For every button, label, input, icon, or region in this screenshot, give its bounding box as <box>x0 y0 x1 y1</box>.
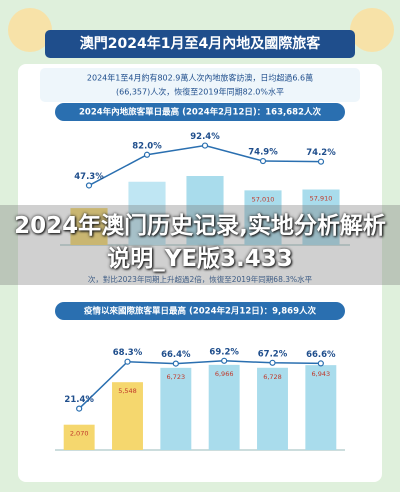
bar <box>186 176 224 245</box>
bar <box>302 189 340 245</box>
summary-text: (66,357)人次，恢復至2019年同期82.0%水平 <box>116 87 284 97</box>
overlay-title: 2024年澳门历史记录,实地分析解析说明_YE版3.433 <box>14 213 386 272</box>
line-label: 69.2% <box>209 347 239 357</box>
line-point <box>124 358 131 365</box>
line-point <box>201 142 209 149</box>
line-label: 66.6% <box>306 350 336 360</box>
bar <box>244 190 282 245</box>
chart-title-band <box>55 103 345 121</box>
line-label: 92.4% <box>190 132 220 142</box>
line-point <box>317 158 325 165</box>
bar-label: 6,943 <box>312 370 331 378</box>
bar <box>128 181 166 245</box>
line-label: 74.2% <box>306 148 336 158</box>
summary-box <box>40 68 360 102</box>
line-point <box>76 405 83 412</box>
line-label: 21.4% <box>64 395 94 405</box>
chart-title: 疫情以來國際旅客單日最高 (2024年2月12日)：9,869人次 <box>84 306 317 317</box>
decor <box>8 8 52 52</box>
line-label: 68.3% <box>113 348 143 358</box>
line-label: 66.4% <box>161 350 191 360</box>
bar-label: 6,723 <box>167 373 186 381</box>
line-point <box>85 182 93 189</box>
bar <box>208 364 240 450</box>
bar <box>305 365 337 450</box>
bar <box>160 367 192 450</box>
line-label: 82.0% <box>132 141 162 151</box>
line-point <box>143 151 151 158</box>
chart-title: 2024年內地旅客單日最高 (2024年2月12日)：163,682人次 <box>79 107 322 118</box>
header-banner <box>45 30 355 58</box>
line-point <box>221 357 228 364</box>
line-label: 67.2% <box>258 349 288 359</box>
bar <box>63 424 95 450</box>
bar-label: 6,966 <box>215 370 234 378</box>
header-title: 澳門2024年1月至4月內地及國際旅客 <box>80 35 321 52</box>
summary-text: 2024年1至4月約有802.9萬人次內地旅客訪澳，日均超過6.6萬 <box>87 73 313 83</box>
middle-text: 次，對比2023年同期上升超過2倍，恢復至2019年同期68.3%水平 <box>88 274 313 284</box>
charts: 57,010 57,910 47.3% 82.0% 92.4% 74.9% 74.2% 2,0… <box>55 132 350 451</box>
chart-title-band <box>55 302 345 320</box>
bar <box>70 208 108 245</box>
card <box>18 64 382 482</box>
line-point <box>317 360 324 367</box>
overlay-box: 2024年澳门历史记录,实地分析解析说明_YE版3.433 <box>14 213 386 272</box>
bar-label: 57,910 <box>310 195 333 203</box>
decor <box>350 8 394 52</box>
recovery-line <box>78 360 321 410</box>
line-point <box>259 157 267 165</box>
bar-label: 57,010 <box>252 195 275 203</box>
line-label: 47.3% <box>74 172 104 182</box>
bar-label: 2,070 <box>70 430 89 438</box>
bar <box>112 382 143 450</box>
line-point <box>172 360 179 367</box>
bar <box>257 367 288 450</box>
line-label: 74.9% <box>248 148 278 158</box>
overlay-band <box>0 205 400 285</box>
line-point <box>269 359 276 366</box>
bar-label: 5,548 <box>118 387 137 395</box>
bar-label: 6,728 <box>263 373 282 381</box>
